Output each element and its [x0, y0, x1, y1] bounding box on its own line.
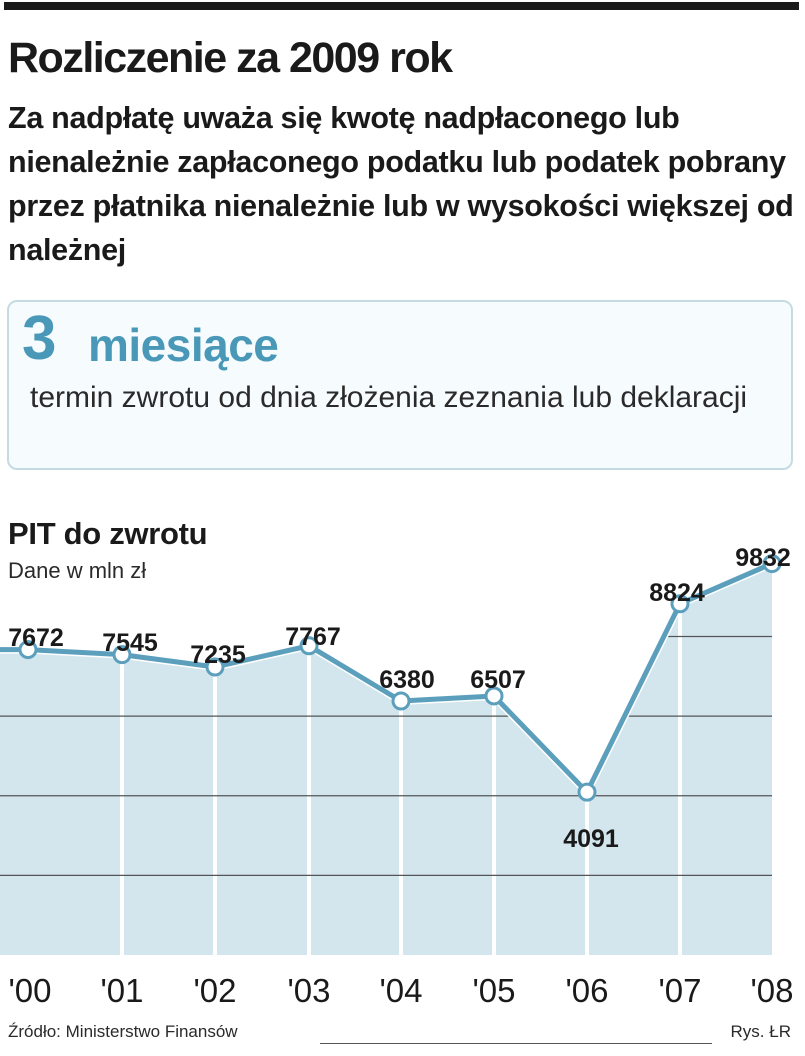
chart-point-05: [484, 686, 504, 706]
lead-text: Za nadpłatę uważa się kwotę nadpłaconego…: [8, 101, 794, 267]
chart-point-06: [577, 782, 597, 802]
footer-credit: Rys. ŁR: [730, 1022, 791, 1041]
page-title: Rozliczenie za 2009 rok: [8, 34, 453, 82]
chart-x-tick-label: '02: [193, 972, 236, 1009]
chart-data-label: 6507: [470, 666, 526, 694]
chart-data-label: 9832: [735, 544, 791, 572]
chart-x-tick-label: '04: [379, 972, 422, 1009]
chart-data-label: 7235: [190, 641, 246, 669]
chart-data-label: 4091: [563, 825, 619, 853]
chart-data-label: 8824: [649, 579, 705, 607]
chart-subtitle: Dane w mln zł: [8, 558, 147, 583]
chart-x-tick-label: '03: [287, 972, 330, 1009]
top-rule: [4, 2, 799, 10]
chart-area-fill: [0, 563, 772, 955]
chart-point-07: [670, 594, 690, 614]
chart-point-08: [762, 554, 782, 574]
footer-rule: [320, 1043, 712, 1044]
chart-series-line: [0, 561, 773, 795]
chart-data-label: 7672: [8, 624, 64, 652]
chart-point-01: [112, 645, 132, 665]
chart-title: PIT do zwrotu: [8, 516, 208, 551]
chart-data-label: 7767: [285, 623, 341, 651]
chart-point-04: [391, 691, 411, 711]
info-box-description: termin zwrotu od dnia złożenia zeznania …: [30, 381, 748, 414]
chart-data-label: 6380: [379, 666, 435, 694]
info-box: [7, 300, 793, 470]
chart-x-tick-label: '00: [8, 972, 51, 1009]
chart-x-tick-label: '06: [565, 972, 608, 1009]
footer-source: Źródło: Ministerstwo Finansów: [8, 1022, 238, 1041]
chart-point-00: [18, 640, 38, 660]
chart-x-tick-label: '05: [472, 972, 515, 1009]
info-box-unit: miesiące: [88, 319, 279, 371]
chart-point-03: [299, 636, 319, 656]
chart-x-tick-label: '07: [658, 972, 701, 1009]
chart-point-02: [205, 657, 225, 677]
chart-x-tick-label: '01: [100, 972, 143, 1009]
chart-x-tick-label: '08: [750, 972, 793, 1009]
chart-data-label: 7545: [102, 629, 158, 657]
info-box-number: 3: [22, 304, 57, 373]
